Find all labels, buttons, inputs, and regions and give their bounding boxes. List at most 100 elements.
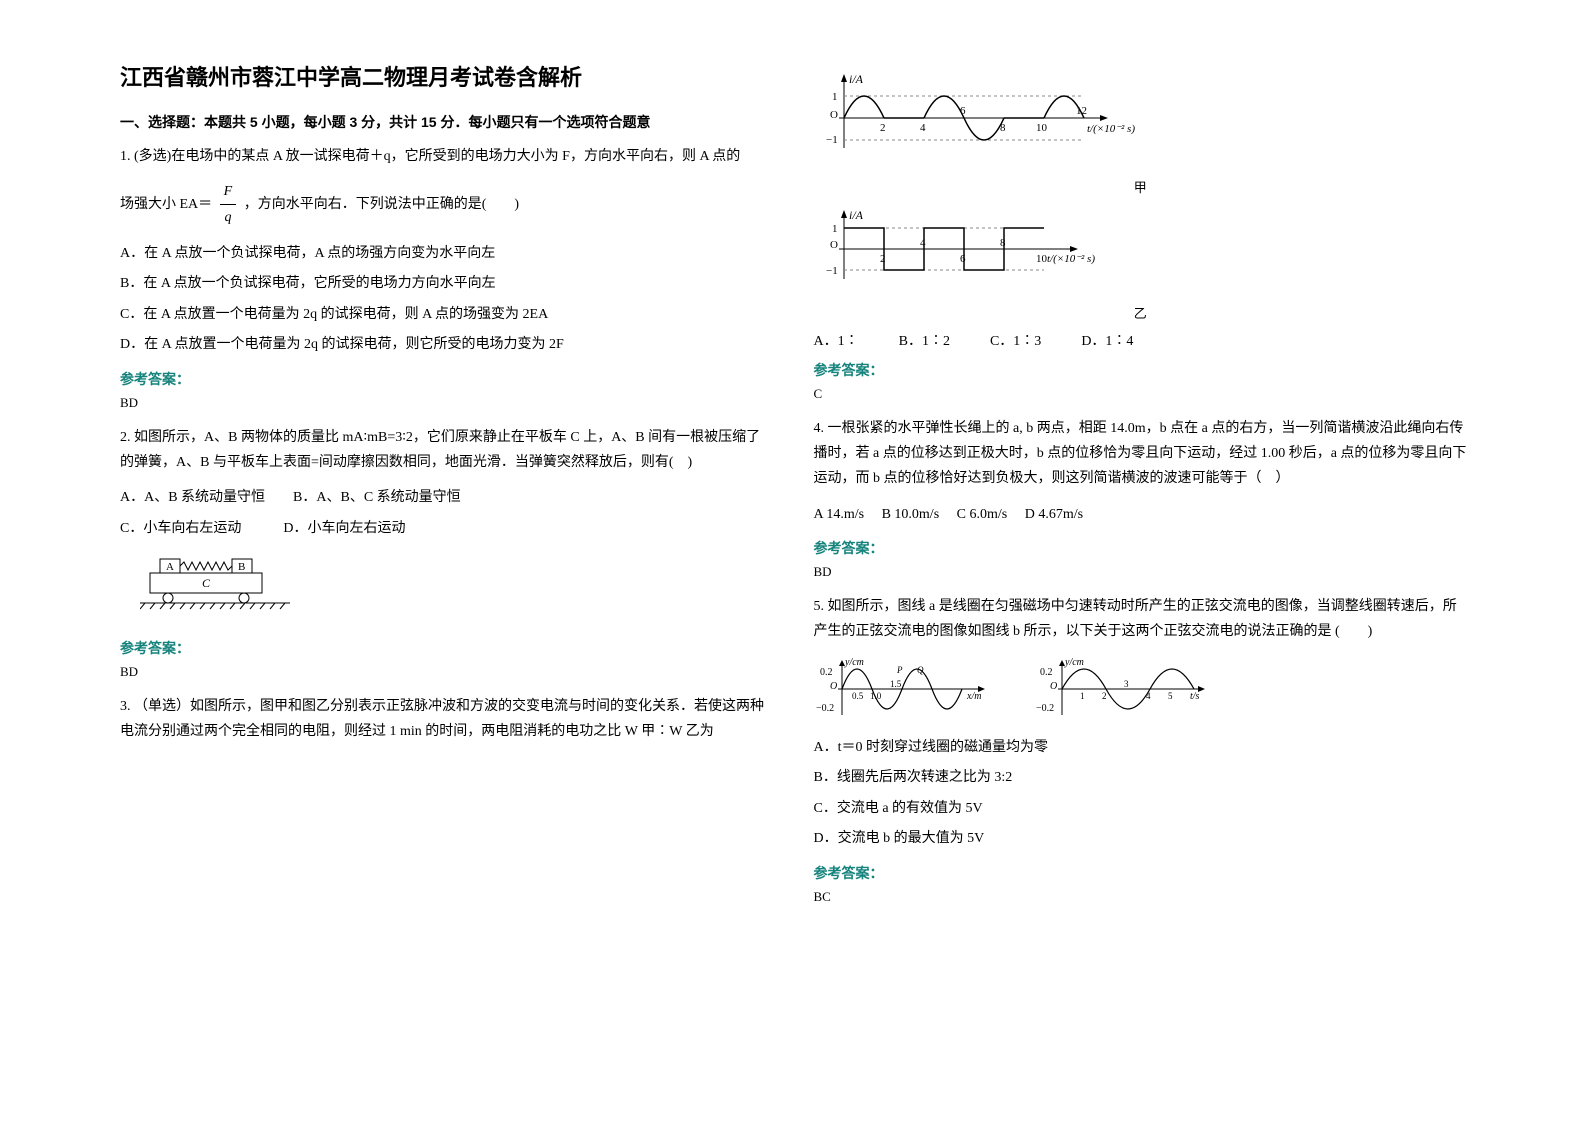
svg-text:1: 1 bbox=[832, 91, 838, 103]
svg-text:O: O bbox=[830, 109, 838, 121]
q5-stem: 5. 如图所示，图线 a 是线圈在匀强磁场中匀速转动时所产生的正弦交流电的图像，… bbox=[814, 594, 1468, 644]
q3-option-a: A．1∶ bbox=[814, 330, 859, 350]
svg-text:1: 1 bbox=[1080, 691, 1085, 701]
q1-option-a: A．在 A 点放一个负试探电荷，A 点的场强方向变为水平向左 bbox=[120, 241, 774, 268]
svg-text:1.0: 1.0 bbox=[870, 691, 882, 701]
q4-option-a: A 14.m/s bbox=[814, 507, 865, 522]
q5-option-a: A．t＝0 时刻穿过线圈的磁通量均为零 bbox=[814, 735, 1468, 762]
svg-text:i/A: i/A bbox=[849, 72, 864, 86]
q3-chart-jia: i/A 1 −1 O 24 68 1012 t/(×10⁻² bbox=[814, 68, 1468, 196]
section-1-heading: 一、选择题：本题共 5 小题，每小题 3 分，共计 15 分．每小题只有一个选项… bbox=[120, 112, 774, 132]
q1-stem-c: ，方向水平向右．下列说法中正确的是( ) bbox=[244, 197, 519, 212]
svg-text:2: 2 bbox=[1102, 691, 1107, 701]
svg-text:−0.2: −0.2 bbox=[1036, 703, 1054, 714]
svg-text:1: 1 bbox=[832, 223, 838, 235]
right-column: i/A 1 −1 O 24 68 1012 t/(×10⁻² bbox=[794, 60, 1488, 1082]
svg-text:5: 5 bbox=[1168, 691, 1173, 701]
svg-text:0.2: 0.2 bbox=[820, 667, 833, 678]
svg-text:2: 2 bbox=[880, 253, 886, 265]
q2-options-cd: C．小车向右左运动 D．小车向左右运动 bbox=[120, 516, 774, 543]
svg-text:O: O bbox=[830, 239, 838, 251]
svg-text:4: 4 bbox=[920, 237, 926, 249]
svg-text:O: O bbox=[1050, 681, 1057, 692]
q3-chart-yi-svg: i/A 1 −1 O 2 4 6 8 10 t/(×10⁻² s) bbox=[814, 204, 1144, 294]
q5-option-b: B．线圈先后两次转速之比为 3:2 bbox=[814, 765, 1468, 792]
q4-answer: BD bbox=[814, 564, 1468, 580]
svg-text:8: 8 bbox=[1000, 122, 1006, 134]
q5-option-d: D．交流电 b 的最大值为 5V bbox=[814, 826, 1468, 853]
svg-text:6: 6 bbox=[960, 105, 966, 117]
svg-text:8: 8 bbox=[1000, 237, 1006, 249]
svg-text:1.5: 1.5 bbox=[890, 679, 902, 689]
q5-charts: y/cm 0.2 −0.2 O 0.5 1.0 1.5 P Q x/m bbox=[814, 655, 1468, 725]
spring-label-a: A bbox=[166, 561, 174, 573]
svg-text:Q: Q bbox=[917, 665, 924, 675]
q5-option-c: C．交流电 a 的有效值为 5V bbox=[814, 796, 1468, 823]
q1-fraction: F q bbox=[220, 179, 237, 230]
q3-jia-caption: 甲 bbox=[814, 177, 1468, 196]
svg-text:y/cm: y/cm bbox=[1064, 657, 1084, 668]
svg-text:x/m: x/m bbox=[966, 691, 981, 702]
q1-frac-num: F bbox=[220, 179, 237, 205]
spring-label-b: B bbox=[238, 561, 245, 573]
left-column: 江西省赣州市蓉江中学高二物理月考试卷含解析 一、选择题：本题共 5 小题，每小题… bbox=[100, 60, 794, 1082]
svg-text:12: 12 bbox=[1076, 105, 1087, 117]
svg-text:t/(×10⁻² s): t/(×10⁻² s) bbox=[1087, 123, 1135, 135]
q1-answer-label: 参考答案： bbox=[120, 369, 774, 389]
svg-text:P: P bbox=[896, 665, 903, 675]
q1-answer: BD bbox=[120, 395, 774, 411]
q3-option-b: B．1∶2 bbox=[899, 330, 950, 350]
q2-options-ab: A．A、B 系统动量守恒 B．A、B、C 系统动量守恒 bbox=[120, 485, 774, 512]
q5-chart-b-svg: y/cm 0.2 −0.2 O 1 2 3 4 5 t/s bbox=[1034, 655, 1214, 725]
svg-text:0.5: 0.5 bbox=[852, 691, 864, 701]
q3-options: A．1∶ B．1∶2 C．1∶3 D．1∶4 bbox=[814, 330, 1468, 350]
q1-stem-a: 1. (多选)在电场中的某点 A 放一试探电荷＋q，它所受到的电场力大小为 F，… bbox=[120, 144, 774, 169]
svg-text:4: 4 bbox=[1146, 691, 1151, 701]
svg-text:3: 3 bbox=[1124, 679, 1129, 689]
svg-text:i/A: i/A bbox=[849, 208, 864, 222]
q3-answer-label: 参考答案： bbox=[814, 360, 1468, 380]
svg-text:−0.2: −0.2 bbox=[816, 703, 834, 714]
svg-text:4: 4 bbox=[920, 122, 926, 134]
q4-answer-label: 参考答案： bbox=[814, 538, 1468, 558]
svg-text:y/cm: y/cm bbox=[844, 657, 864, 668]
q1-frac-den: q bbox=[220, 205, 237, 230]
q3-chart-yi: i/A 1 −1 O 2 4 6 8 10 t/(×10⁻² s) bbox=[814, 204, 1468, 322]
q4-option-c: C 6.0m/s bbox=[957, 507, 1008, 522]
svg-text:10: 10 bbox=[1036, 122, 1048, 134]
q2-answer: BD bbox=[120, 664, 774, 680]
q3-stem: 3. （单选）如图所示，图甲和图乙分别表示正弦脉冲波和方波的交变电流与时间的变化… bbox=[120, 694, 774, 744]
svg-text:t/s: t/s bbox=[1190, 691, 1200, 702]
svg-text:10: 10 bbox=[1036, 253, 1048, 265]
q4-stem: 4. 一根张紧的水平弹性长绳上的 a, b 两点，相距 14.0m，b 点在 a… bbox=[814, 416, 1468, 492]
q1-option-b: B．在 A 点放一个负试探电荷，它所受的电场力方向水平向左 bbox=[120, 271, 774, 298]
svg-text:0.2: 0.2 bbox=[1040, 667, 1053, 678]
q5-answer-label: 参考答案： bbox=[814, 863, 1468, 883]
svg-text:2: 2 bbox=[880, 122, 886, 134]
q1-option-c: C．在 A 点放置一个电荷量为 2q 的试探电荷，则 A 点的场强变为 2EA bbox=[120, 302, 774, 329]
q3-yi-caption: 乙 bbox=[814, 303, 1468, 322]
q5-answer: BC bbox=[814, 889, 1468, 905]
q5-chart-a-svg: y/cm 0.2 −0.2 O 0.5 1.0 1.5 P Q x/m bbox=[814, 655, 994, 725]
q3-chart-jia-svg: i/A 1 −1 O 24 68 1012 t/(×10⁻² bbox=[814, 68, 1144, 168]
q1-stem-b-line: 场强大小 EA＝ F q ，方向水平向右．下列说法中正确的是( ) bbox=[120, 179, 774, 230]
q1-option-d: D．在 A 点放置一个电荷量为 2q 的试探电荷，则它所受的电场力变为 2F bbox=[120, 332, 774, 359]
svg-text:O: O bbox=[830, 681, 837, 692]
q1-stem-b: 场强大小 EA＝ bbox=[120, 197, 212, 212]
svg-text:−1: −1 bbox=[826, 265, 838, 277]
spring-svg: A B C bbox=[140, 553, 300, 623]
q2-answer-label: 参考答案： bbox=[120, 638, 774, 658]
svg-text:t/(×10⁻² s): t/(×10⁻² s) bbox=[1047, 253, 1095, 265]
q4-option-d: D 4.67m/s bbox=[1025, 507, 1083, 522]
spring-diagram: A B C bbox=[140, 553, 774, 628]
document-title: 江西省赣州市蓉江中学高二物理月考试卷含解析 bbox=[120, 60, 774, 92]
svg-text:6: 6 bbox=[960, 253, 966, 265]
q3-option-c: C．1∶3 bbox=[990, 330, 1041, 350]
q3-option-d: D．1∶4 bbox=[1081, 330, 1133, 350]
q2-stem: 2. 如图所示，A、B 两物体的质量比 mA∶mB=3∶2，它们原来静止在平板车… bbox=[120, 425, 774, 475]
q4-option-b: B 10.0m/s bbox=[882, 507, 940, 522]
spring-label-c: C bbox=[202, 576, 211, 590]
q4-options: A 14.m/s B 10.0m/s C 6.0m/s D 4.67m/s bbox=[814, 502, 1468, 529]
svg-text:−1: −1 bbox=[826, 134, 838, 146]
q3-answer: C bbox=[814, 386, 1468, 402]
